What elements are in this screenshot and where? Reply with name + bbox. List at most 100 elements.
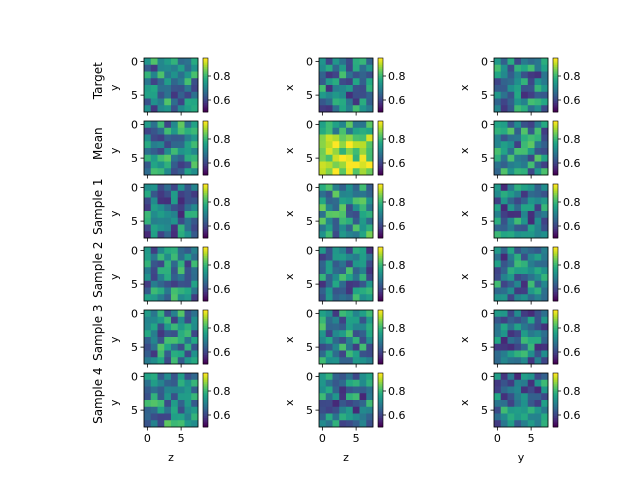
colorbar-segment bbox=[203, 360, 208, 363]
colorbar-frame bbox=[377, 246, 384, 302]
heatmap-cell bbox=[171, 190, 179, 198]
heatmap-cell bbox=[514, 197, 522, 205]
heatmap-cell bbox=[191, 406, 199, 414]
heatmap-cell bbox=[366, 393, 374, 401]
heatmap-cell bbox=[191, 253, 199, 261]
heatmap-cell bbox=[359, 211, 367, 219]
heatmap-cell bbox=[144, 260, 152, 268]
heatmap-cell bbox=[494, 413, 502, 421]
colorbar-segment bbox=[378, 157, 383, 160]
heatmap-cell bbox=[144, 78, 152, 86]
heatmap-cell bbox=[319, 64, 327, 72]
heatmap-cell bbox=[144, 154, 152, 162]
heatmap-cell bbox=[541, 310, 549, 318]
heatmap-cell bbox=[332, 253, 340, 261]
heatmap-cell bbox=[150, 161, 158, 169]
heatmap-cell bbox=[184, 350, 192, 358]
colorbar-frame bbox=[552, 57, 559, 113]
heatmap-cell bbox=[150, 400, 158, 408]
heatmap-cell bbox=[346, 98, 354, 106]
heatmap-cell bbox=[521, 350, 529, 358]
panel-frame bbox=[493, 309, 549, 365]
colorbar-segment bbox=[203, 419, 208, 422]
colorbar-segment bbox=[553, 405, 558, 408]
heatmap-cell bbox=[325, 231, 333, 239]
colorbar-segment bbox=[553, 248, 558, 251]
heatmap-cell bbox=[534, 197, 542, 205]
heatmap-cell bbox=[500, 357, 508, 365]
colorbar-segment bbox=[378, 266, 383, 269]
heatmap-cell bbox=[325, 400, 333, 408]
heatmap-cell bbox=[527, 357, 535, 365]
heatmap-cell bbox=[534, 287, 542, 295]
row-label: Sample 3 bbox=[91, 304, 105, 360]
colorbar-tick-label: 0.8 bbox=[213, 133, 231, 146]
heatmap-cell bbox=[500, 161, 508, 169]
heatmap-cell bbox=[359, 105, 367, 113]
heatmap-cell bbox=[346, 373, 354, 381]
colorbar-segment bbox=[203, 97, 208, 100]
heatmap-cell bbox=[534, 323, 542, 331]
heatmap-cell bbox=[352, 393, 360, 401]
colorbar-segment bbox=[553, 230, 558, 233]
heatmap-cell bbox=[541, 400, 549, 408]
panel-frame bbox=[493, 120, 549, 176]
colorbar-segment bbox=[553, 85, 558, 88]
heatmap-cell bbox=[352, 323, 360, 331]
heatmap-cell bbox=[507, 287, 515, 295]
y-axis-label: x bbox=[283, 210, 296, 217]
colorbar-segment bbox=[203, 358, 208, 361]
colorbar-segment bbox=[378, 99, 383, 102]
heatmap-cell bbox=[319, 260, 327, 268]
heatmap-cell bbox=[332, 393, 340, 401]
heatmap-cell bbox=[150, 330, 158, 338]
heatmap-cell bbox=[507, 343, 515, 351]
heatmap-cell bbox=[144, 141, 152, 149]
heatmap-cell bbox=[191, 330, 199, 338]
heatmap-cell bbox=[332, 184, 340, 192]
heatmap-cell bbox=[144, 323, 152, 331]
heatmap-cell bbox=[527, 386, 535, 394]
heatmap-cell bbox=[184, 253, 192, 261]
heatmap-cell bbox=[332, 267, 340, 275]
heatmap-cell bbox=[521, 420, 529, 428]
heatmap-cell bbox=[359, 350, 367, 358]
colorbar-segment bbox=[378, 68, 383, 71]
colorbar-segment bbox=[378, 425, 383, 428]
colorbar-segment bbox=[203, 59, 208, 62]
heatmap-cell bbox=[352, 64, 360, 72]
colorbar-segment bbox=[553, 200, 558, 203]
row-label: Mean bbox=[91, 127, 105, 160]
heatmap-cell bbox=[500, 121, 508, 129]
colorbar-segment bbox=[203, 216, 208, 219]
colorbar-segment bbox=[378, 373, 383, 376]
heatmap-cell bbox=[359, 357, 367, 365]
heatmap-cell bbox=[319, 127, 327, 135]
heatmap-cell bbox=[319, 316, 327, 324]
heatmap-cell bbox=[191, 267, 199, 275]
heatmap-cell bbox=[177, 400, 185, 408]
colorbar-segment bbox=[203, 58, 208, 61]
heatmap-cell bbox=[527, 161, 535, 169]
heatmap-cell bbox=[177, 168, 185, 176]
colorbar-segment bbox=[553, 185, 558, 188]
heatmap-cell bbox=[171, 253, 179, 261]
heatmap-cell bbox=[157, 294, 165, 302]
heatmap-cell bbox=[366, 168, 374, 176]
colorbar-segment bbox=[378, 155, 383, 158]
heatmap-cell bbox=[171, 91, 179, 99]
colorbar-segment bbox=[378, 146, 383, 149]
heatmap-cell bbox=[346, 274, 354, 282]
heatmap-cell bbox=[534, 260, 542, 268]
heatmap-cell bbox=[184, 154, 192, 162]
heatmap-cell bbox=[157, 231, 165, 239]
heatmap-cell bbox=[366, 98, 374, 106]
colorbar-segment bbox=[203, 293, 208, 296]
heatmap-cell bbox=[507, 121, 515, 129]
heatmap-cell bbox=[352, 287, 360, 295]
heatmap-cell bbox=[352, 406, 360, 414]
heatmap-cell bbox=[177, 330, 185, 338]
heatmap-cell bbox=[171, 121, 179, 129]
colorbar-segment bbox=[553, 263, 558, 266]
heatmap-cell bbox=[325, 134, 333, 142]
